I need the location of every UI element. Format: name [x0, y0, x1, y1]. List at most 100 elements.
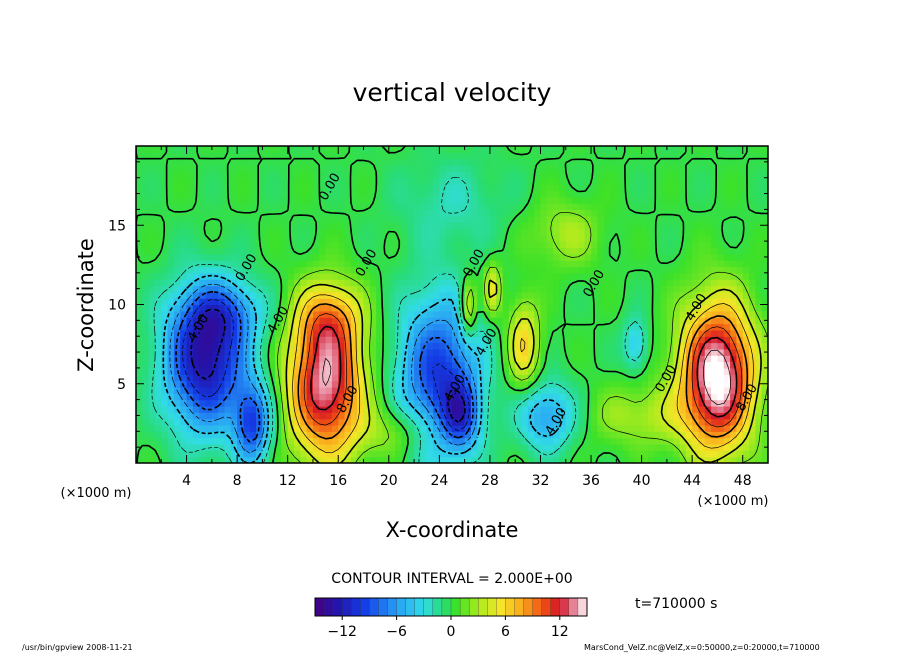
heatmap-cell	[508, 253, 516, 261]
heatmap-cell	[692, 386, 700, 394]
heatmap-cell	[199, 431, 207, 439]
heatmap-cell	[136, 399, 143, 407]
heatmap-cell	[483, 361, 491, 369]
heatmap-cell	[388, 374, 396, 382]
heatmap-cell	[597, 304, 605, 312]
heatmap-cell	[148, 298, 156, 306]
heatmap-cell	[603, 196, 611, 204]
heatmap-cell	[211, 418, 219, 426]
heatmap-cell	[692, 374, 700, 382]
heatmap-cell	[736, 184, 744, 191]
heatmap-cell	[192, 317, 200, 325]
heatmap-cell	[445, 285, 453, 293]
heatmap-cell	[439, 203, 447, 210]
heatmap-cell	[136, 228, 143, 236]
heatmap-cell	[704, 380, 712, 388]
heatmap-cell	[218, 443, 226, 451]
heatmap-cell	[249, 361, 257, 369]
heatmap-cell	[243, 241, 251, 249]
heatmap-cell	[698, 209, 706, 217]
heatmap-cell	[395, 374, 403, 382]
heatmap-cell	[761, 323, 768, 331]
heatmap-cell	[578, 393, 586, 401]
heatmap-cell	[414, 177, 421, 185]
heatmap-cell	[154, 380, 162, 388]
heatmap-cell	[243, 329, 251, 337]
heatmap-cell	[647, 386, 655, 394]
heatmap-cell	[654, 152, 662, 160]
heatmap-cell	[167, 222, 175, 230]
heatmap-cell	[685, 298, 693, 306]
heatmap-cell	[553, 184, 561, 191]
heatmap-cell	[597, 203, 605, 210]
heatmap-cell	[180, 272, 188, 280]
heatmap-cell	[300, 361, 308, 369]
heatmap-cell	[521, 190, 529, 198]
heatmap-cell	[553, 450, 561, 458]
heatmap-cell	[369, 348, 377, 356]
heatmap-cell	[186, 348, 194, 356]
heatmap-cell	[749, 234, 756, 242]
heatmap-cell	[572, 291, 579, 299]
heatmap-cell	[395, 184, 403, 191]
heatmap-cell	[559, 228, 567, 236]
heatmap-cell	[502, 190, 510, 198]
heatmap-cell	[294, 234, 301, 242]
heatmap-cell	[635, 196, 643, 204]
heatmap-cell	[565, 266, 573, 274]
heatmap-cell	[717, 431, 725, 439]
heatmap-cell	[635, 177, 643, 185]
heatmap-cell	[496, 456, 504, 463]
heatmap-cell	[325, 348, 333, 356]
heatmap-cell	[161, 298, 169, 306]
heatmap-cell	[470, 304, 478, 312]
heatmap-cell	[376, 418, 384, 426]
heatmap-cell	[628, 355, 636, 363]
heatmap-cell	[344, 146, 352, 153]
heatmap-cell	[275, 190, 282, 198]
heatmap-cell	[275, 285, 282, 293]
heatmap-cell	[426, 203, 434, 210]
heatmap-cell	[515, 279, 523, 287]
heatmap-cell	[256, 177, 263, 185]
heatmap-cell	[300, 418, 308, 426]
heatmap-cell	[736, 304, 744, 312]
heatmap-cell	[420, 393, 428, 401]
heatmap-cell	[192, 405, 200, 413]
heatmap-cell	[521, 405, 529, 413]
heatmap-cell	[489, 380, 497, 388]
heatmap-cell	[224, 405, 232, 413]
heatmap-cell	[527, 374, 535, 382]
heatmap-cell	[256, 203, 263, 210]
heatmap-cell	[186, 431, 194, 439]
heatmap-cell	[641, 298, 649, 306]
heatmap-cell	[749, 272, 756, 280]
heatmap-cell	[300, 450, 308, 458]
heatmap-cell	[458, 323, 466, 331]
heatmap-cell	[401, 222, 409, 230]
heatmap-cell	[154, 355, 162, 363]
heatmap-cell	[572, 393, 579, 401]
heatmap-cell	[224, 247, 232, 255]
heatmap-cell	[192, 260, 200, 268]
heatmap-cell	[262, 260, 270, 268]
heatmap-cell	[622, 203, 630, 210]
heatmap-cell	[591, 323, 598, 331]
heatmap-cell	[489, 152, 497, 160]
heatmap-cell	[331, 222, 339, 230]
heatmap-cell	[224, 203, 232, 210]
heatmap-cell	[755, 424, 763, 432]
heatmap-cell	[470, 196, 478, 204]
heatmap-cell	[458, 304, 466, 312]
heatmap-cell	[647, 367, 655, 375]
heatmap-cell	[730, 450, 737, 458]
heatmap-cell	[584, 323, 592, 331]
heatmap-cell	[578, 380, 586, 388]
heatmap-cell	[647, 266, 655, 274]
heatmap-cell	[237, 291, 245, 299]
heatmap-cell	[527, 171, 535, 179]
heatmap-cell	[736, 431, 744, 439]
heatmap-cell	[180, 450, 188, 458]
heatmap-cell	[515, 317, 523, 325]
heatmap-cell	[749, 361, 756, 369]
